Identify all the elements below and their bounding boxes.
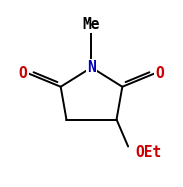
Text: O: O <box>19 66 27 81</box>
Text: Me: Me <box>83 17 100 32</box>
Text: O: O <box>156 66 164 81</box>
Text: OEt: OEt <box>136 145 162 160</box>
Text: N: N <box>87 60 96 75</box>
